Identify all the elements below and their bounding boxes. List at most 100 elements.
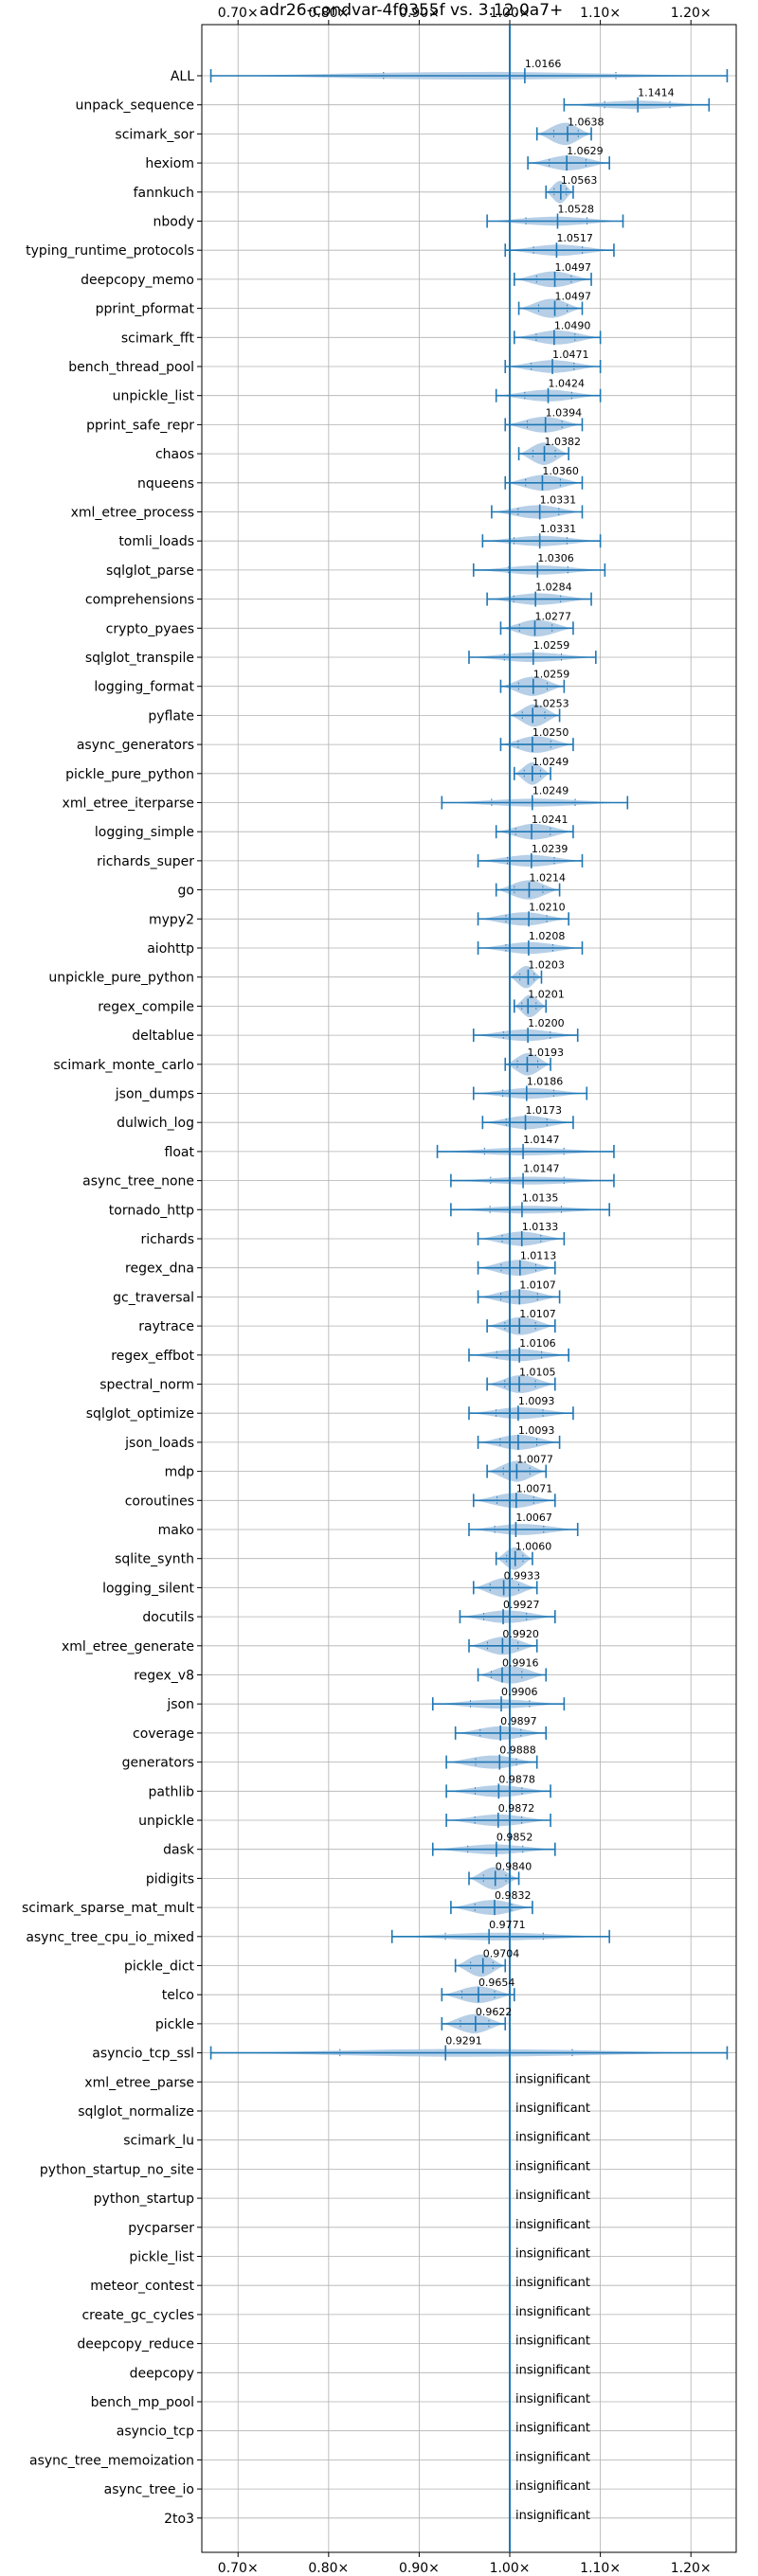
value-label: 1.0239 <box>532 843 568 855</box>
benchmark-label: typing_runtime_protocols <box>26 243 194 259</box>
benchmark-label: unpickle_pure_python <box>48 971 194 986</box>
benchmark-label: richards <box>141 1232 195 1247</box>
benchmark-label: spectral_norm <box>99 1378 194 1393</box>
benchmark-label: nbody <box>153 215 195 230</box>
benchmark-label: unpickle <box>138 1814 194 1829</box>
value-label: 0.9906 <box>501 1686 538 1698</box>
benchmark-label: pyflate <box>148 708 194 724</box>
benchmark-label: logging_format <box>94 680 194 695</box>
value-label: 1.0210 <box>529 901 566 913</box>
x-tick-label-top: 1.20× <box>671 6 712 21</box>
value-label: 1.0060 <box>515 1541 552 1553</box>
insignificant-label: insignificant <box>515 2102 590 2116</box>
x-tick-label-top: 0.90× <box>399 6 440 21</box>
value-label: 1.1414 <box>638 87 675 99</box>
value-label: 0.9872 <box>498 1802 535 1815</box>
insignificant-label: insignificant <box>515 2072 590 2086</box>
value-label: 1.0517 <box>556 232 593 244</box>
value-label: 1.0284 <box>535 581 572 594</box>
value-label: 0.9704 <box>483 1948 519 1960</box>
value-label: 0.9771 <box>489 1919 526 1931</box>
x-tick-label-top: 0.80× <box>308 6 349 21</box>
benchmark-label: tomli_loads <box>118 534 194 549</box>
benchmark-label: logging_simple <box>95 825 194 840</box>
benchmark-label: mdp <box>165 1465 195 1480</box>
benchmark-label: async_tree_memoization <box>29 2453 194 2468</box>
benchmark-label: float <box>165 1145 195 1160</box>
benchmark-label: asyncio_tcp_ssl <box>92 2047 194 2062</box>
benchmark-label: tornado_http <box>109 1203 194 1218</box>
benchmark-label: xml_etree_iterparse <box>63 796 194 812</box>
benchmark-label: mypy2 <box>149 912 194 927</box>
benchmark-label: deepcopy <box>130 2366 194 2381</box>
x-tick-label-bottom: 0.80× <box>308 2561 349 2576</box>
value-label: 1.0360 <box>542 465 579 477</box>
benchmark-label: async_generators <box>77 738 194 753</box>
benchmark-label: deltablue <box>132 1029 194 1044</box>
value-label: 1.0107 <box>519 1279 556 1291</box>
benchmark-label: pickle <box>155 2017 194 2032</box>
value-label: 0.9927 <box>503 1599 540 1611</box>
insignificant-label: insignificant <box>515 2247 590 2262</box>
benchmark-label: ALL <box>171 69 194 84</box>
benchmark-label: aiohttp <box>147 941 194 957</box>
value-label: 1.0253 <box>532 697 569 709</box>
value-label: 1.0135 <box>522 1191 559 1204</box>
value-label: 1.0471 <box>552 349 589 361</box>
benchmark-label: deepcopy_memo <box>81 273 194 288</box>
value-label: 1.0497 <box>555 291 592 303</box>
x-tick-label-bottom: 1.00× <box>490 2561 531 2576</box>
benchmark-label: pprint_safe_repr <box>86 418 194 433</box>
value-label: 0.9888 <box>499 1744 536 1757</box>
benchmark-label: asyncio_tcp <box>117 2424 194 2440</box>
value-label: 1.0259 <box>533 669 570 681</box>
value-label: 1.0638 <box>568 116 605 128</box>
benchmark-label: sqlglot_optimize <box>86 1406 194 1422</box>
benchmark-label: unpickle_list <box>113 389 195 404</box>
benchmark-label: telco <box>162 1988 194 2003</box>
value-label: 1.0093 <box>518 1395 555 1407</box>
value-label: 1.0331 <box>540 494 577 507</box>
benchmark-label: comprehensions <box>85 593 194 608</box>
value-label: 1.0200 <box>528 1017 565 1029</box>
x-tick-label-bottom: 0.70× <box>218 2561 259 2576</box>
value-label: 1.0382 <box>545 436 582 448</box>
benchmark-label: unpack_sequence <box>76 98 194 114</box>
benchmark-label: chaos <box>155 447 194 462</box>
value-label: 0.9840 <box>496 1860 532 1872</box>
value-label: 1.0424 <box>549 378 586 390</box>
value-label: 1.0259 <box>533 639 570 652</box>
benchmark-label: fannkuch <box>134 186 194 201</box>
value-label: 0.9933 <box>504 1569 541 1582</box>
insignificant-label: insignificant <box>515 2422 590 2436</box>
benchmark-label: bench_thread_pool <box>68 360 194 375</box>
value-label: 1.0166 <box>525 58 562 70</box>
value-label: 1.0093 <box>518 1424 555 1437</box>
value-label: 1.0208 <box>529 930 566 942</box>
benchmark-label: xml_etree_process <box>71 506 194 521</box>
benchmark-label: pickle_list <box>129 2250 194 2265</box>
value-label: 1.0306 <box>537 552 574 564</box>
insignificant-label: insignificant <box>515 2131 590 2145</box>
benchmark-label: mako <box>158 1523 194 1538</box>
insignificant-label: insignificant <box>515 2509 590 2523</box>
benchmark-label: pprint_pformat <box>96 302 195 317</box>
benchmark-label: json <box>166 1697 194 1712</box>
value-label: 1.0107 <box>519 1308 556 1320</box>
benchmark-label: scimark_lu <box>123 2134 194 2149</box>
plot-frame <box>201 24 737 2553</box>
value-label: 1.0497 <box>555 261 592 274</box>
benchmark-label: pidigits <box>146 1871 194 1887</box>
value-label: 1.0563 <box>561 174 598 187</box>
insignificant-label: insignificant <box>515 2450 590 2464</box>
benchmark-label: regex_dna <box>125 1261 194 1277</box>
benchmark-label: richards_super <box>97 854 194 869</box>
benchmark-label: gc_traversal <box>113 1290 194 1305</box>
benchmark-label: hexiom <box>145 156 194 171</box>
benchmark-label: pickle_pure_python <box>65 767 194 782</box>
benchmark-label: json_dumps <box>115 1087 194 1102</box>
value-label: 1.0394 <box>546 406 583 419</box>
benchmark-label: sqlite_synth <box>115 1552 194 1567</box>
